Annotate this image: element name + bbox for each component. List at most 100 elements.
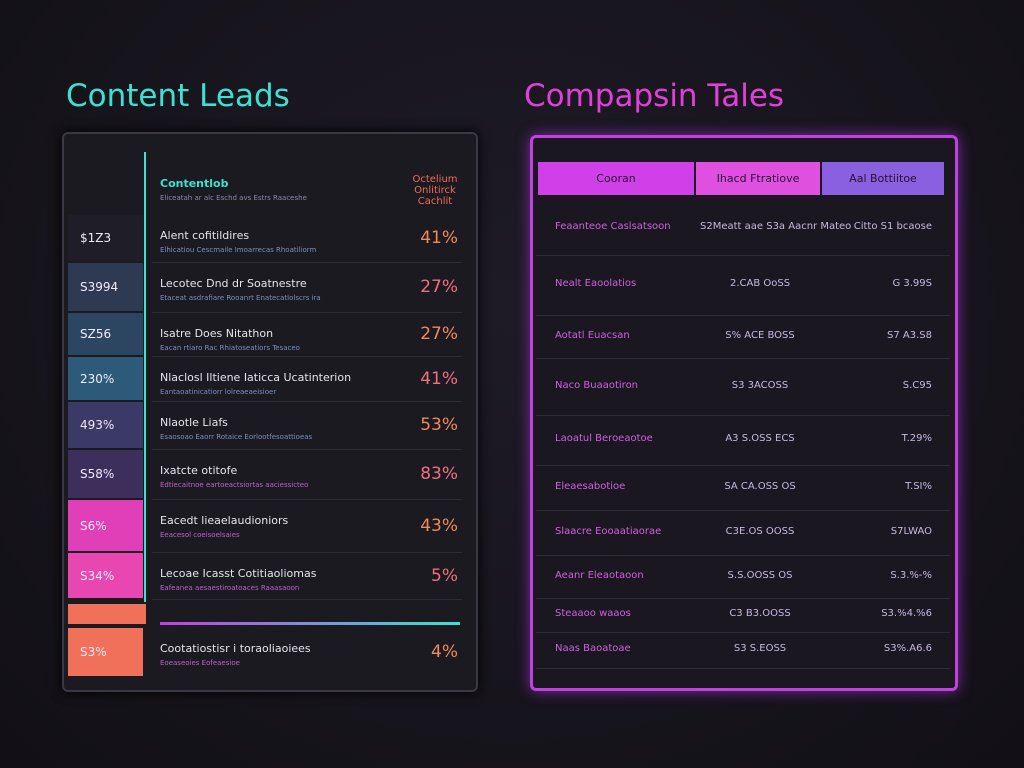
lead-sub: Elhicatiou Cescmaile Imoarrecas Rhoatili… xyxy=(160,246,317,254)
table-divider xyxy=(536,510,950,511)
cyan-divider xyxy=(144,152,146,602)
lead-title: Alent cofitildires xyxy=(160,229,250,242)
lead-title: Ixatcte otitofe xyxy=(160,464,238,477)
lead-cell-text: 230% xyxy=(80,371,115,386)
lead-title: Isatre Does Nitathon xyxy=(160,327,274,340)
lead-cell xyxy=(68,402,143,448)
header-right: Octelium Onlitirck Cachlit xyxy=(412,174,458,207)
table-cell: S3 3ACOSS xyxy=(731,379,789,391)
table-divider xyxy=(536,632,950,633)
table-cell: S3 S.EOSS xyxy=(733,643,787,654)
lead-sub: Eoeaseoies Eofeaesioe xyxy=(160,659,240,667)
row-divider xyxy=(152,552,462,553)
gradient-line xyxy=(160,622,460,625)
table-cell: G 3.99S xyxy=(892,278,932,289)
table-cell: S3%.A6.6 xyxy=(883,643,932,654)
lead-pct: 43% xyxy=(420,515,458,536)
table-cell: A3 S.OSS ECS xyxy=(725,433,795,444)
row-divider xyxy=(152,449,462,450)
header-sub: Eliceatah ar alc Eschd avs Estrs Raacesh… xyxy=(160,194,307,202)
table-cell: S.C95 xyxy=(902,379,932,391)
table-cell: T.29% xyxy=(901,433,932,444)
lead-cell-text: 493% xyxy=(80,418,115,432)
lead-sub: Edtiecaitnoe eartoeactsiortas aaciessict… xyxy=(160,481,309,489)
left-title: Content Leads xyxy=(66,78,290,114)
lead-cell xyxy=(68,357,143,400)
lead-title: Lecoae Icasst Cotitiaoliomas xyxy=(160,567,317,580)
table-cell: Nealt Eaoolatios xyxy=(555,278,637,289)
table-divider xyxy=(536,555,950,556)
table-cell: S7 A3.S8 xyxy=(887,329,932,341)
orange-separator xyxy=(68,604,146,624)
lead-cell-text: S3% xyxy=(80,645,107,659)
row-divider xyxy=(152,401,462,402)
table-cell: S.3.%-% xyxy=(890,569,932,581)
table-divider xyxy=(536,415,950,416)
table-divider xyxy=(536,598,950,599)
row-divider xyxy=(152,356,462,357)
table-cell: Aotatl Euacsan xyxy=(555,329,630,341)
row-divider xyxy=(152,599,462,600)
lead-cell xyxy=(68,450,143,498)
table-cell: S3.%4.%6 xyxy=(881,608,932,619)
table-cell: SA CA.OSS OS xyxy=(724,480,796,492)
table-cell: Naco Buaaotiron xyxy=(555,379,639,391)
row-divider xyxy=(152,262,462,263)
lead-cell-text: S58% xyxy=(80,467,115,481)
column-header: Ihacd Ftratiove xyxy=(696,162,820,195)
table-cell: S7LWAO xyxy=(890,525,932,537)
lead-sub: Eeacesol coeisoelsaies xyxy=(160,531,240,539)
lead-cell xyxy=(68,553,143,598)
table-cell: Citto S1 bcaose xyxy=(853,220,932,232)
lead-cell-text: S34% xyxy=(80,568,115,583)
table-cell: Feaanteoe Caslsatsoon xyxy=(555,220,671,232)
lead-cell xyxy=(68,313,143,355)
lead-sub: Esaosoao Eaorr Rotaice Eorlootfesoattioe… xyxy=(160,433,313,441)
table-divider xyxy=(536,465,950,466)
row-divider xyxy=(152,312,462,313)
table-cell: C3 B3.OOSS xyxy=(729,608,791,619)
lead-pct: 41% xyxy=(420,368,458,389)
lead-cell xyxy=(68,215,143,261)
table-cell: Aeanr Eleaotaoon xyxy=(555,569,644,581)
lead-cell xyxy=(68,263,143,311)
column-header: Aal Bottiitoe xyxy=(822,162,944,195)
table-cell: Laoatul Beroeaotoe xyxy=(555,433,653,444)
column-header: Cooran xyxy=(538,162,694,195)
table-divider xyxy=(536,315,950,316)
row-divider xyxy=(152,499,462,500)
lead-cell-text: SZ56 xyxy=(80,327,112,341)
lead-title: Nlaotle Liafs xyxy=(160,416,228,429)
lead-title: Cootatiostisr i toraoliaoiees xyxy=(160,642,311,655)
lead-pct: 41% xyxy=(420,228,458,248)
lead-sub: Eafeanea aesaestiroatoaces Raaasaoon xyxy=(160,584,300,592)
table-divider xyxy=(536,255,950,256)
table-cell: S.S.OOSS OS xyxy=(727,569,793,581)
lead-sub: Eantaoatinicatiorr lolreaeaeisioer xyxy=(160,388,277,396)
lead-sub: Etaceat asdrafiare Rooanrt Enatecatlolsc… xyxy=(160,294,321,302)
table-cell: Slaacre Eooaatiaorae xyxy=(555,525,662,537)
table-divider xyxy=(536,668,950,669)
lead-pct: 27% xyxy=(420,277,458,297)
lead-pct: 83% xyxy=(420,464,458,484)
lead-title: Nlaclosl Iltiene Iaticca Ucatinterion xyxy=(160,371,352,384)
lead-sub: Eacan rtiaro Rac Rhiatoseatiors Tesaceo xyxy=(160,344,300,352)
lead-title: Lecotec Dnd dr Soatnestre xyxy=(160,277,307,290)
table-cell: Eleaesabotioe xyxy=(555,480,626,492)
lead-pct: 4% xyxy=(431,642,458,662)
table-cell: 2.CAB OoSS xyxy=(729,278,791,289)
lead-pct: 53% xyxy=(420,415,458,435)
table-cell: S% ACE BOSS xyxy=(725,329,795,341)
table-cell: S2Meatt aae S3a Aacnr Mateo xyxy=(700,220,852,232)
right-title: Compapsin Tales xyxy=(524,78,785,114)
lead-cell xyxy=(68,628,143,676)
table-cell: C3E.OS OOSS xyxy=(725,525,795,537)
header-label: Contentlob xyxy=(160,177,229,190)
lead-cell xyxy=(68,500,143,551)
lead-cell-text: S3994 xyxy=(80,280,119,294)
lead-title: Eacedt lieaelaudioniors xyxy=(160,514,289,527)
lead-pct: 27% xyxy=(420,324,458,344)
table-cell: Steaaoo waaos xyxy=(555,608,631,619)
lead-pct: 5% xyxy=(431,565,458,586)
